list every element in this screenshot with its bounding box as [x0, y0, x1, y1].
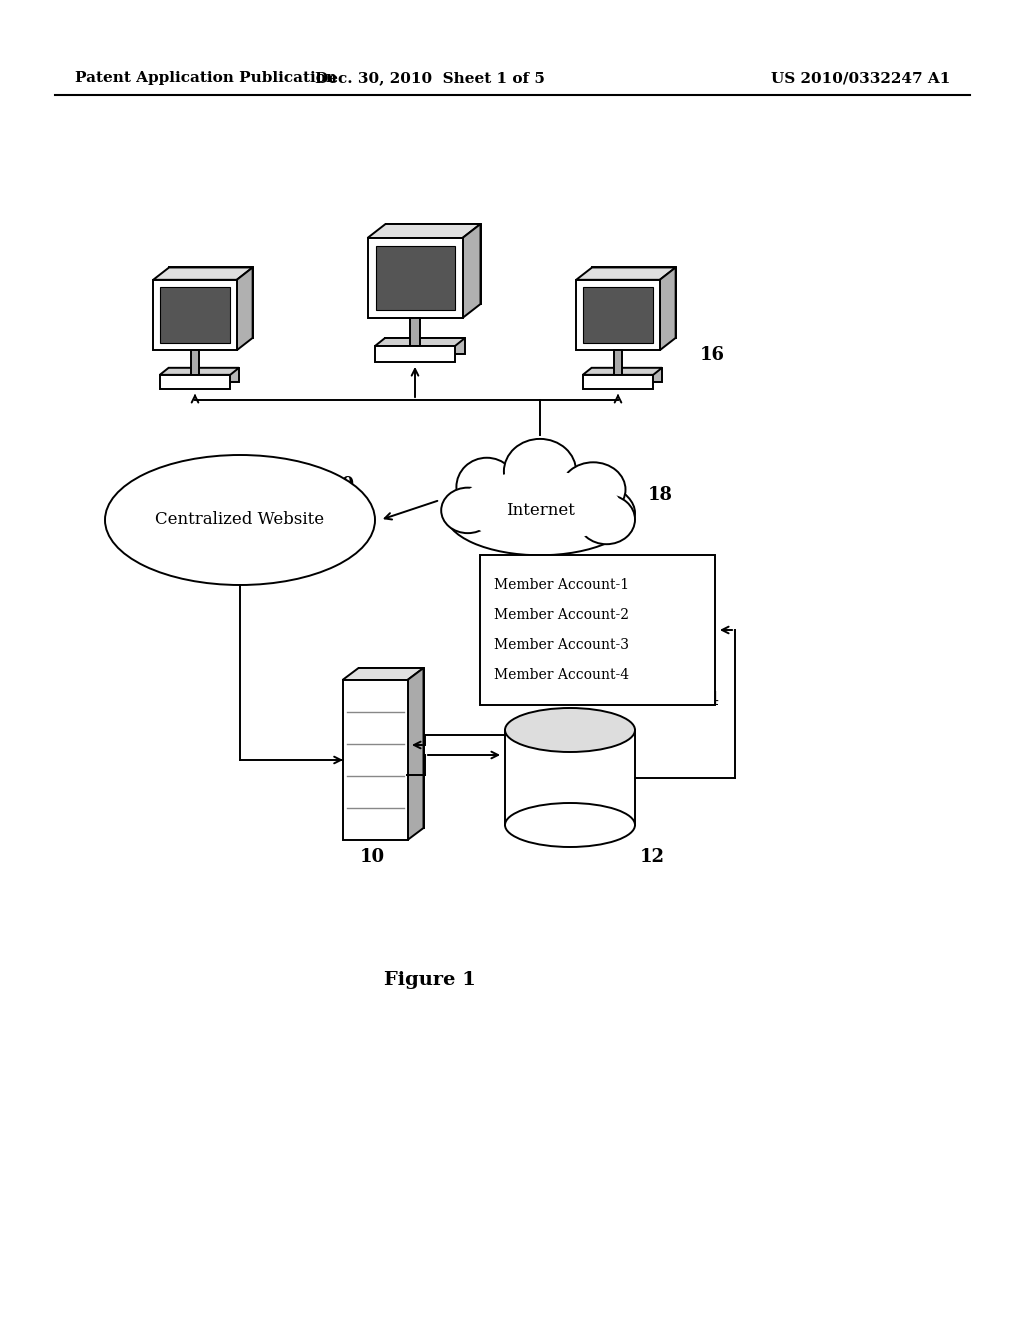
Bar: [613, 350, 623, 375]
Text: 10: 10: [360, 847, 385, 866]
Bar: [410, 318, 420, 346]
Bar: [480, 554, 715, 705]
Bar: [342, 680, 408, 840]
Polygon shape: [592, 368, 662, 381]
Bar: [375, 346, 455, 362]
Ellipse shape: [105, 455, 375, 585]
Bar: [583, 375, 653, 389]
Polygon shape: [342, 668, 424, 680]
Polygon shape: [592, 268, 676, 338]
Text: Internet: Internet: [506, 502, 574, 519]
Polygon shape: [368, 224, 480, 238]
Polygon shape: [577, 268, 676, 280]
Text: Member Account-1: Member Account-1: [494, 578, 629, 591]
Polygon shape: [160, 368, 239, 375]
Polygon shape: [154, 268, 253, 280]
Bar: [376, 246, 455, 310]
Text: Figure 1: Figure 1: [384, 972, 476, 989]
Bar: [577, 280, 659, 350]
Polygon shape: [237, 268, 253, 350]
Ellipse shape: [504, 438, 577, 504]
Bar: [160, 286, 229, 343]
Text: Patent Application Publication: Patent Application Publication: [75, 71, 337, 84]
Ellipse shape: [457, 458, 517, 516]
Polygon shape: [358, 668, 424, 828]
Bar: [160, 375, 230, 389]
Ellipse shape: [561, 462, 626, 517]
Polygon shape: [385, 224, 480, 304]
Bar: [368, 238, 463, 318]
Text: Member Account-2: Member Account-2: [494, 609, 629, 622]
Bar: [584, 286, 652, 343]
Text: Dec. 30, 2010  Sheet 1 of 5: Dec. 30, 2010 Sheet 1 of 5: [315, 71, 545, 84]
Text: Member Account-3: Member Account-3: [494, 638, 629, 652]
Ellipse shape: [578, 495, 635, 544]
Polygon shape: [463, 224, 480, 318]
Text: US 2010/0332247 A1: US 2010/0332247 A1: [771, 71, 950, 84]
Polygon shape: [169, 268, 253, 338]
Polygon shape: [408, 668, 424, 840]
Text: 14: 14: [695, 690, 720, 709]
Text: 18: 18: [648, 486, 673, 504]
Ellipse shape: [459, 471, 621, 543]
Text: 20: 20: [330, 477, 355, 494]
Ellipse shape: [441, 487, 495, 533]
Polygon shape: [659, 268, 676, 350]
Bar: [505, 730, 635, 825]
Text: 12: 12: [640, 847, 665, 866]
Ellipse shape: [445, 471, 635, 556]
Polygon shape: [385, 338, 465, 354]
Ellipse shape: [505, 803, 635, 847]
Polygon shape: [375, 338, 465, 346]
Bar: [190, 350, 200, 375]
Polygon shape: [583, 368, 662, 375]
Text: Centralized Website: Centralized Website: [156, 511, 325, 528]
Ellipse shape: [505, 708, 635, 752]
Text: Member Account-4: Member Account-4: [494, 668, 629, 682]
Bar: [154, 280, 237, 350]
Text: 16: 16: [700, 346, 725, 364]
Polygon shape: [169, 368, 239, 381]
